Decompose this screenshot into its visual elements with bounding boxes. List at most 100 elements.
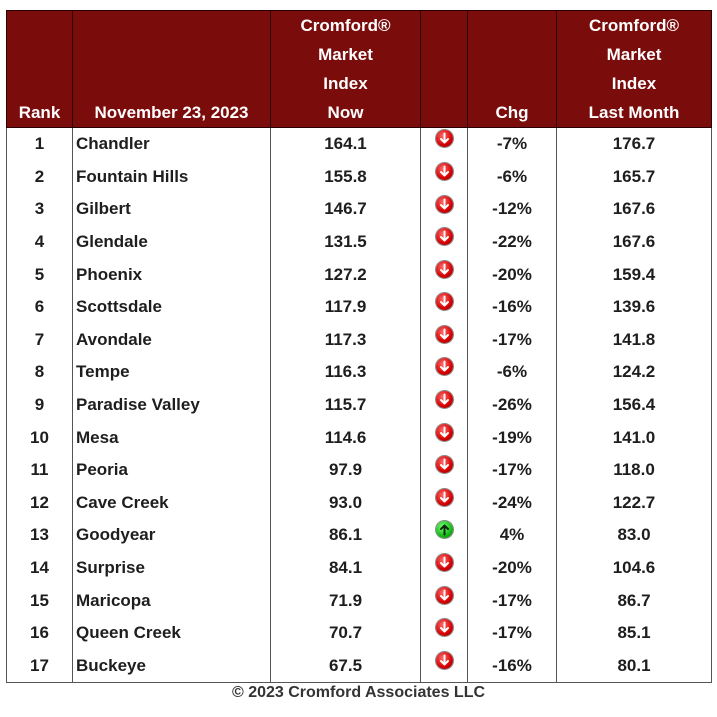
rank-cell: 5 bbox=[6, 258, 73, 291]
index-now-cell: 117.9 bbox=[270, 290, 421, 324]
index-last-month-cell: 141.8 bbox=[556, 323, 712, 357]
index-last-month-cell: 118.0 bbox=[556, 453, 712, 487]
change-cell: -22% bbox=[467, 225, 557, 259]
change-cell: -12% bbox=[467, 193, 557, 226]
arrow-down-icon bbox=[435, 228, 453, 246]
trend-cell bbox=[420, 290, 468, 324]
rank-cell: 4 bbox=[6, 225, 73, 259]
index-now-cell: 146.7 bbox=[270, 193, 421, 226]
index-now-cell: 86.1 bbox=[270, 519, 421, 552]
city-cell: Fountain Hills bbox=[72, 160, 271, 194]
arrow-down-icon bbox=[435, 195, 453, 213]
table-row: 7 Avondale 117.3 -17% 141.8 bbox=[6, 323, 712, 357]
change-cell: -26% bbox=[467, 388, 557, 422]
index-now-cell: 93.0 bbox=[270, 486, 421, 520]
index-now-cell: 67.5 bbox=[270, 649, 421, 684]
table-row: 12 Cave Creek 93.0 -24% 122.7 bbox=[6, 486, 712, 520]
city-cell: Mesa bbox=[72, 421, 271, 454]
rank-cell: 8 bbox=[6, 356, 73, 389]
table-row: 2 Fountain Hills 155.8 -6% 165.7 bbox=[6, 160, 712, 194]
index-now-cell: 164.1 bbox=[270, 127, 421, 161]
table-row: 13 Goodyear 86.1 4% 83.0 bbox=[6, 519, 712, 552]
header-index-now: Cromford® Market Index Now bbox=[270, 10, 421, 128]
change-cell: -7% bbox=[467, 127, 557, 161]
index-last-month-cell: 83.0 bbox=[556, 519, 712, 552]
rank-cell: 2 bbox=[6, 160, 73, 194]
rank-cell: 15 bbox=[6, 584, 73, 617]
rank-cell: 11 bbox=[6, 453, 73, 487]
arrow-down-icon bbox=[435, 456, 453, 474]
change-cell: -17% bbox=[467, 616, 557, 650]
rank-cell: 9 bbox=[6, 388, 73, 422]
table-row: 17 Buckeye 67.5 -16% 80.1 bbox=[6, 649, 712, 684]
trend-cell bbox=[420, 616, 468, 650]
city-cell: Gilbert bbox=[72, 193, 271, 226]
index-now-cell: 114.6 bbox=[270, 421, 421, 454]
arrow-down-icon bbox=[435, 391, 453, 409]
trend-cell bbox=[420, 356, 468, 389]
index-now-cell: 71.9 bbox=[270, 584, 421, 617]
arrow-down-icon bbox=[435, 423, 453, 441]
header-last-line: Cromford® bbox=[589, 16, 679, 35]
arrow-down-icon bbox=[435, 130, 453, 148]
table-body: 1 Chandler 164.1 -7% 176.7 2 Fountain Hills 155… bbox=[6, 127, 712, 684]
rank-cell: 16 bbox=[6, 616, 73, 650]
index-last-month-cell: 80.1 bbox=[556, 649, 712, 684]
change-cell: -17% bbox=[467, 584, 557, 617]
trend-cell bbox=[420, 649, 468, 684]
table-row: 14 Surprise 84.1 -20% 104.6 bbox=[6, 551, 712, 585]
arrow-down-icon bbox=[435, 358, 453, 376]
table-row: 5 Phoenix 127.2 -20% 159.4 bbox=[6, 258, 712, 291]
market-index-table-wrapper: Rank November 23, 2023 Cromford® Market … bbox=[6, 10, 712, 684]
index-last-month-cell: 167.6 bbox=[556, 193, 712, 226]
index-last-month-cell: 165.7 bbox=[556, 160, 712, 194]
index-now-cell: 97.9 bbox=[270, 453, 421, 487]
header-last-line: Last Month bbox=[588, 103, 680, 122]
header-last-line: Market bbox=[606, 45, 662, 64]
table-row: 6 Scottsdale 117.9 -16% 139.6 bbox=[6, 290, 712, 324]
index-last-month-cell: 124.2 bbox=[556, 356, 712, 389]
arrow-down-icon bbox=[435, 651, 453, 669]
header-now-line: Now bbox=[327, 103, 364, 122]
header-index-last-month: Cromford® Market Index Last Month bbox=[556, 10, 712, 128]
change-cell: -20% bbox=[467, 258, 557, 291]
trend-cell bbox=[420, 453, 468, 487]
index-last-month-cell: 167.6 bbox=[556, 225, 712, 259]
header-rank: Rank bbox=[6, 10, 73, 128]
city-cell: Peoria bbox=[72, 453, 271, 487]
arrow-down-icon bbox=[435, 619, 453, 637]
trend-cell bbox=[420, 193, 468, 226]
rank-cell: 6 bbox=[6, 290, 73, 324]
index-last-month-cell: 141.0 bbox=[556, 421, 712, 454]
table-row: 8 Tempe 116.3 -6% 124.2 bbox=[6, 356, 712, 389]
arrow-down-icon bbox=[435, 488, 453, 506]
city-cell: Chandler bbox=[72, 127, 271, 161]
rank-cell: 17 bbox=[6, 649, 73, 684]
city-cell: Goodyear bbox=[72, 519, 271, 552]
city-cell: Buckeye bbox=[72, 649, 271, 684]
copyright-footer: © 2023 Cromford Associates LLC bbox=[231, 684, 486, 701]
change-cell: -17% bbox=[467, 323, 557, 357]
table-row: 10 Mesa 114.6 -19% 141.0 bbox=[6, 421, 712, 454]
index-now-cell: 116.3 bbox=[270, 356, 421, 389]
city-cell: Phoenix bbox=[72, 258, 271, 291]
index-now-cell: 115.7 bbox=[270, 388, 421, 422]
trend-cell bbox=[420, 584, 468, 617]
index-now-cell: 155.8 bbox=[270, 160, 421, 194]
index-last-month-cell: 122.7 bbox=[556, 486, 712, 520]
rank-cell: 7 bbox=[6, 323, 73, 357]
index-last-month-cell: 159.4 bbox=[556, 258, 712, 291]
change-cell: -16% bbox=[467, 290, 557, 324]
trend-cell bbox=[420, 551, 468, 585]
change-cell: -6% bbox=[467, 356, 557, 389]
trend-cell bbox=[420, 160, 468, 194]
trend-cell bbox=[420, 258, 468, 291]
rank-cell: 3 bbox=[6, 193, 73, 226]
header-now-line: Index bbox=[323, 74, 368, 93]
city-cell: Paradise Valley bbox=[72, 388, 271, 422]
change-cell: -20% bbox=[467, 551, 557, 585]
change-cell: -16% bbox=[467, 649, 557, 684]
rank-cell: 1 bbox=[6, 127, 73, 161]
index-last-month-cell: 86.7 bbox=[556, 584, 712, 617]
trend-cell bbox=[420, 486, 468, 520]
